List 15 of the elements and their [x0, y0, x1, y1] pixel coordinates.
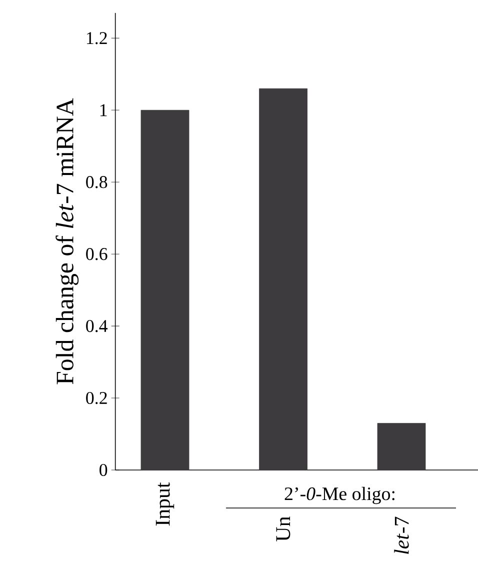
x-tick-label: Un — [276, 516, 290, 542]
y-tick-label: 0.4 — [86, 320, 108, 332]
x-tick-label: let-7 — [394, 516, 409, 554]
text: 2’-0-Me oligo: — [284, 486, 394, 504]
y-tick-label: 0.6 — [86, 248, 108, 260]
bar — [140, 110, 190, 470]
y-tick-label: 0 — [100, 464, 108, 476]
y-tick-label: 1.2 — [86, 32, 107, 44]
y-tick-label: 1 — [100, 104, 107, 116]
y-axis-title: Fold change of let-7 miRNA — [56, 98, 79, 384]
y-tick-label: 0.2 — [86, 392, 107, 404]
bar — [377, 423, 426, 470]
x-tick-label: Input — [156, 482, 174, 526]
bar — [259, 88, 308, 470]
y-tick-label: 0.8 — [86, 176, 108, 188]
